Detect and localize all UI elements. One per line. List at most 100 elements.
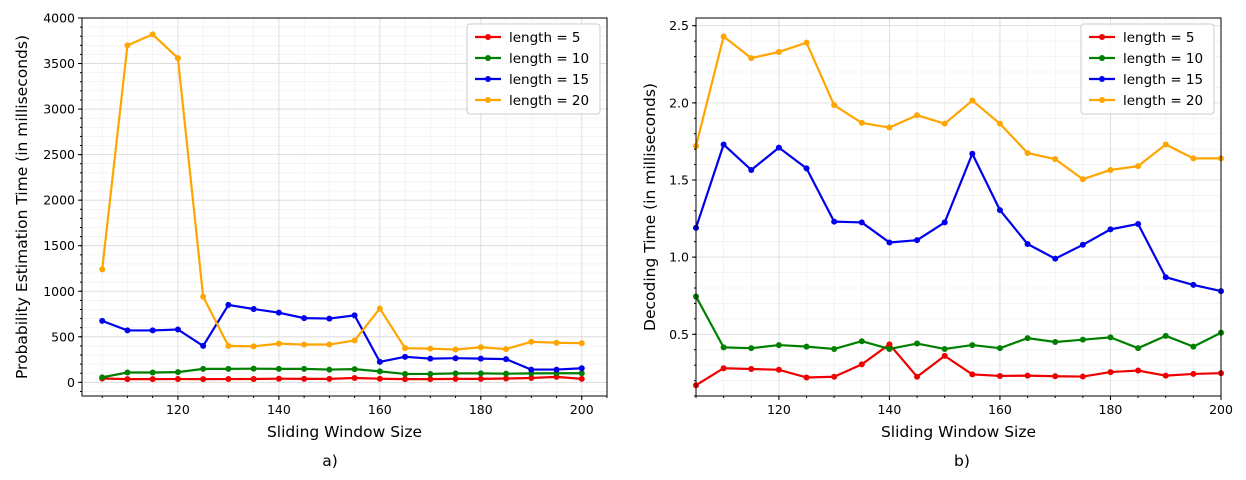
- series-group: [99, 31, 585, 383]
- data-point: [886, 341, 893, 348]
- data-point: [1162, 332, 1169, 339]
- data-point: [578, 375, 585, 382]
- legend-swatch-marker: [485, 34, 491, 40]
- data-point: [1079, 241, 1086, 248]
- data-point: [1135, 163, 1142, 170]
- y-tick-label: 1.5: [669, 173, 689, 188]
- x-tick-label: 180: [1099, 402, 1123, 417]
- y-tick-label: 500: [51, 329, 75, 344]
- data-point: [1162, 141, 1169, 148]
- y-tick-label: 1500: [43, 238, 75, 253]
- legend-swatch-marker: [1099, 97, 1105, 103]
- x-axis-label: Sliding Window Size: [267, 423, 422, 441]
- data-point: [528, 374, 535, 381]
- data-point: [1162, 372, 1169, 379]
- data-point: [775, 144, 782, 151]
- data-point: [1107, 369, 1114, 376]
- data-point: [124, 42, 131, 49]
- data-point: [831, 102, 838, 109]
- series-length-20: [99, 31, 585, 353]
- data-point: [376, 305, 383, 312]
- data-point: [452, 375, 459, 382]
- data-point: [720, 141, 727, 148]
- data-point: [275, 365, 282, 372]
- x-tick-label: 120: [166, 402, 190, 417]
- legend-label: length = 5: [509, 30, 581, 46]
- data-point: [1052, 373, 1059, 380]
- legend-label: length = 15: [509, 72, 589, 88]
- series-line: [694, 35, 1221, 181]
- series-line: [101, 367, 582, 379]
- data-point: [969, 342, 976, 349]
- y-tick-label: 4000: [43, 11, 75, 26]
- data-point: [351, 374, 358, 381]
- axes-frame: [695, 17, 1222, 397]
- data-point: [326, 315, 333, 322]
- data-point: [775, 366, 782, 373]
- data-point: [1135, 220, 1142, 227]
- grid: [82, 17, 608, 396]
- data-point: [275, 340, 282, 347]
- x-axis-label: Sliding Window Size: [881, 423, 1036, 441]
- data-point: [402, 370, 409, 377]
- data-point: [553, 366, 560, 373]
- data-point: [149, 327, 156, 334]
- y-tick-label: 2000: [43, 193, 75, 208]
- data-point: [748, 55, 755, 62]
- data-point: [427, 370, 434, 377]
- legend: length = 5 length = 10 length = 15 length =…: [466, 23, 601, 115]
- data-point: [886, 239, 893, 246]
- data-point: [124, 376, 131, 383]
- data-point: [250, 306, 257, 313]
- data-point: [427, 355, 434, 362]
- data-point: [914, 340, 921, 347]
- data-point: [1052, 255, 1059, 262]
- data-point: [1024, 150, 1031, 156]
- series-line: [695, 343, 1222, 387]
- data-point: [200, 293, 207, 300]
- data-point: [477, 370, 484, 377]
- data-point: [553, 339, 560, 346]
- data-point: [250, 375, 257, 382]
- data-point: [402, 376, 409, 383]
- legend-swatch-marker: [1099, 76, 1105, 82]
- data-point: [941, 352, 948, 359]
- data-point: [914, 237, 921, 244]
- data-point: [858, 361, 865, 368]
- data-point: [720, 365, 727, 372]
- x-tick-label: 140: [267, 402, 291, 417]
- data-point: [831, 345, 838, 352]
- data-point: [351, 366, 358, 373]
- data-point: [1024, 335, 1031, 342]
- data-point: [275, 309, 282, 316]
- y-tick-label: 2.0: [669, 95, 689, 110]
- series-length-5: [99, 373, 585, 383]
- data-point: [1024, 241, 1031, 248]
- data-point: [858, 338, 865, 345]
- data-point: [1190, 343, 1197, 350]
- data-point: [225, 342, 232, 349]
- y-tick-label: 0: [67, 375, 75, 390]
- legend-swatch-marker: [1099, 55, 1105, 61]
- data-point: [124, 327, 131, 334]
- data-point: [528, 366, 535, 373]
- series-group: [693, 33, 1224, 389]
- data-point: [225, 376, 232, 383]
- series-length-10: [693, 293, 1224, 352]
- chart-panel-a: 120 140 160 180 2000500100015002000250030003…: [13, 11, 608, 470]
- data-point: [1107, 166, 1114, 173]
- data-point: [1107, 226, 1114, 233]
- data-point: [831, 373, 838, 380]
- legend-entry: length = 20: [1089, 93, 1203, 109]
- legend-swatch-marker: [485, 97, 491, 103]
- data-point: [301, 365, 308, 372]
- data-point: [427, 345, 434, 352]
- data-point: [996, 120, 1003, 127]
- data-point: [1135, 345, 1142, 352]
- series-line: [101, 33, 582, 351]
- series-line: [695, 295, 1222, 351]
- y-tick-label: 2.5: [669, 18, 689, 33]
- data-point: [914, 373, 921, 380]
- series-length-10: [99, 365, 585, 381]
